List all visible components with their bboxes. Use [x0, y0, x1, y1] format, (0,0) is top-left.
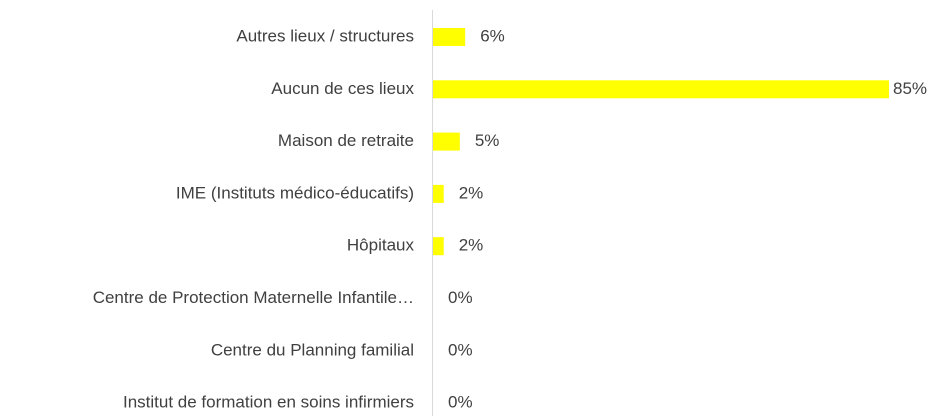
category-label: Centre du Planning familial [211, 340, 414, 359]
category-label: IME (Instituts médico-éducatifs) [176, 183, 414, 202]
value-label: 2% [459, 183, 484, 202]
category-label: Autres lieux / structures [236, 26, 414, 45]
bar [433, 80, 889, 99]
category-label: Aucun de ces lieux [271, 79, 414, 98]
category-label: Maison de retraite [278, 131, 414, 150]
category-label: Centre de Protection Maternelle Infantil… [93, 288, 414, 307]
value-label: 2% [459, 236, 484, 255]
value-label: 0% [448, 288, 473, 307]
category-label: Institut de formation en soins infirmier… [123, 393, 414, 412]
bar [433, 237, 444, 256]
bar [433, 184, 444, 203]
bar [433, 132, 460, 151]
value-label: 0% [448, 340, 473, 359]
value-label: 6% [480, 26, 505, 45]
value-label: 5% [475, 131, 500, 150]
value-label: 0% [448, 393, 473, 412]
value-label: 85% [893, 79, 927, 98]
bar [433, 28, 466, 46]
category-label: Hôpitaux [347, 236, 415, 255]
